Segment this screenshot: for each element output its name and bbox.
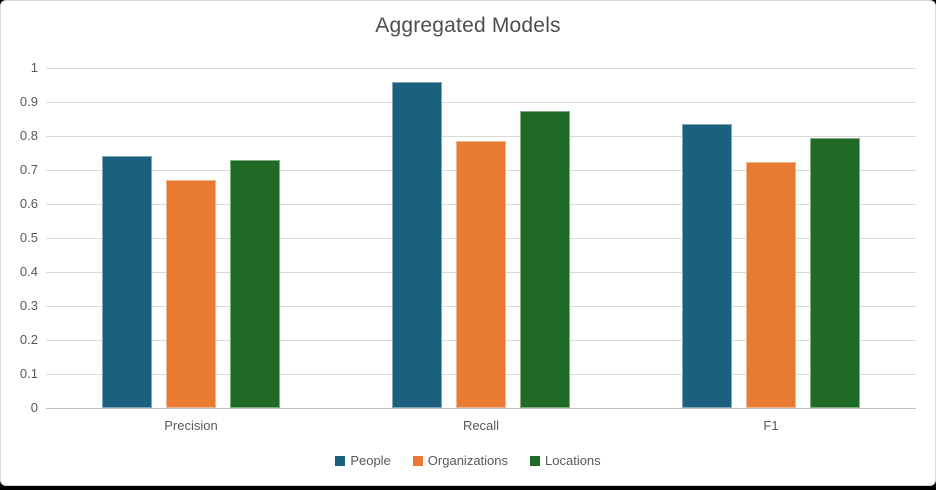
legend-label: Organizations [427, 453, 509, 468]
legend-marker [530, 455, 541, 466]
gridline [46, 136, 916, 137]
gridline [46, 102, 916, 103]
legend: People Organizations Locations [1, 453, 935, 468]
bar-organizations-recall [456, 141, 506, 408]
y-axis-tick-label: 0 [30, 400, 38, 415]
legend-label: People [350, 453, 391, 468]
y-axis-tick-label: 0.3 [19, 298, 38, 313]
bar-organizations-precision [166, 179, 216, 408]
y-axis-tick-label: 0.9 [19, 94, 38, 109]
legend-item-locations: Locations [530, 453, 601, 468]
y-axis-tick-label: 0.2 [19, 332, 38, 347]
x-axis-line [46, 408, 916, 409]
y-axis-tick-label: 0.6 [19, 196, 38, 211]
y-axis-tick-label: 0.4 [19, 264, 38, 279]
bar-locations-f1 [810, 137, 860, 408]
chart-title: Aggregated Models [375, 14, 561, 37]
bar-locations-precision [230, 160, 280, 408]
gridline [46, 68, 916, 69]
legend-marker [335, 455, 346, 466]
legend-item-organizations: Organizations [412, 453, 509, 468]
y-axis-tick-label: 0.1 [19, 366, 38, 381]
legend-label: Locations [545, 453, 601, 468]
y-axis-tick-label: 0.8 [19, 128, 38, 143]
x-axis-category-label: Recall [462, 418, 500, 433]
bar-people-precision [102, 156, 152, 408]
bar-people-recall [392, 81, 442, 408]
y-axis-tick-label: 0.5 [19, 230, 38, 245]
bar-people-f1 [682, 124, 732, 408]
x-axis-category-label: Precision [164, 418, 218, 433]
bar-locations-recall [520, 110, 570, 408]
y-axis-tick-label: 0.7 [19, 162, 38, 177]
legend-item-people: People [335, 453, 391, 468]
bar-organizations-f1 [746, 162, 796, 408]
y-axis-tick-label: 1 [30, 60, 38, 75]
x-axis-category-label: F1 [763, 418, 779, 433]
legend-marker [412, 455, 423, 466]
